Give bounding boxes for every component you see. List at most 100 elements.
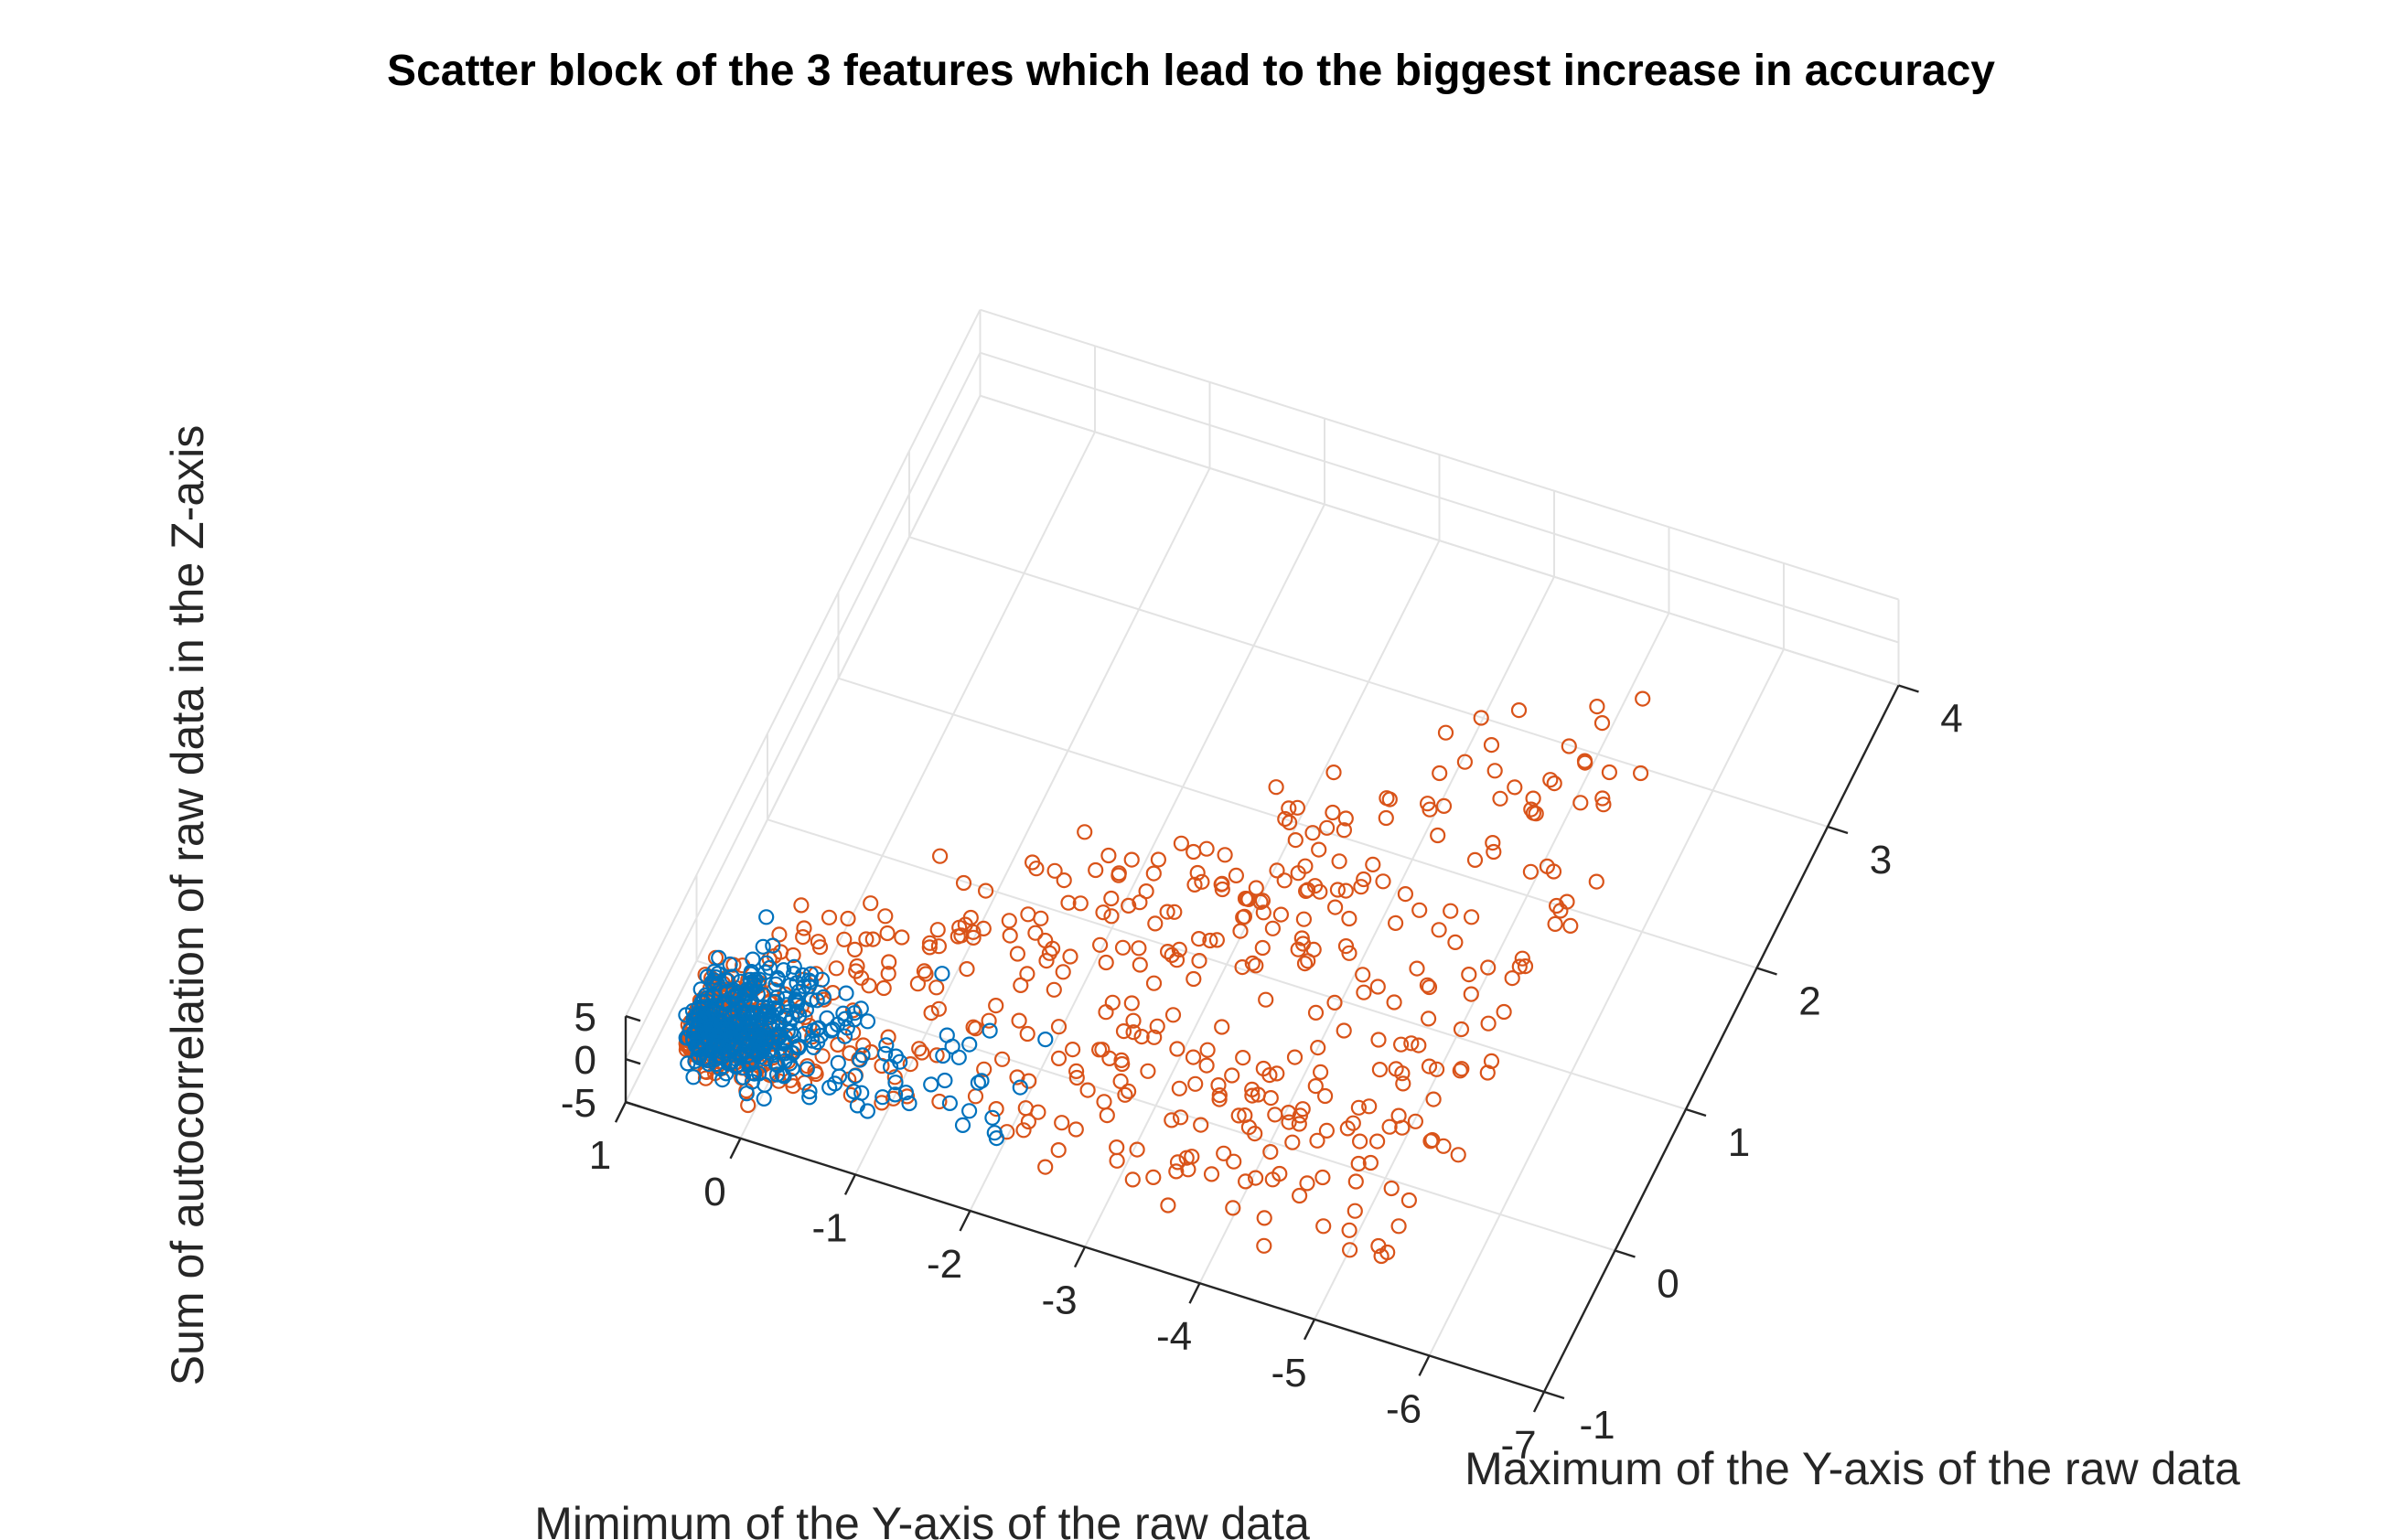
series-class-2-points <box>678 909 1054 1147</box>
scatter-point <box>694 1011 712 1028</box>
scatter-point <box>1064 1041 1081 1058</box>
scatter-point <box>1336 1022 1352 1039</box>
scatter-point <box>914 1044 930 1061</box>
x-tick-mark <box>843 1173 857 1195</box>
scatter-point <box>965 924 982 940</box>
scatter-point <box>1326 899 1344 915</box>
scatter-point <box>1027 925 1044 941</box>
scatter-point <box>1216 1145 1232 1161</box>
scatter-point <box>976 1061 992 1077</box>
scatter-point <box>691 1049 708 1066</box>
scatter-point <box>1234 958 1250 976</box>
scatter-point <box>678 1030 694 1046</box>
scatter-point <box>1248 880 1264 896</box>
scatter-point <box>1129 1141 1145 1158</box>
scatter-point <box>854 1047 871 1064</box>
scatter-point <box>1295 911 1313 927</box>
scatter-point <box>1037 1159 1054 1175</box>
scatter-point <box>1002 927 1018 944</box>
scatter-point <box>1046 981 1062 998</box>
scatter-point <box>982 1022 998 1039</box>
scatter-point <box>1054 1115 1070 1131</box>
scatter-point <box>709 975 726 992</box>
scatter-point <box>1258 991 1274 1008</box>
scatter-point <box>1394 1119 1411 1136</box>
scatter-point <box>1140 1063 1156 1079</box>
scatter-point <box>1325 804 1341 821</box>
scatter-point <box>1420 1011 1437 1027</box>
scatter-point <box>738 1085 755 1102</box>
scatter-point <box>1019 1025 1035 1043</box>
scatter-point <box>1224 1067 1240 1084</box>
scatter-point <box>1331 853 1347 870</box>
scatter-point <box>1314 1169 1331 1186</box>
scatter-point <box>911 1041 928 1057</box>
scatter-point <box>1104 994 1121 1011</box>
scatter-point <box>1562 917 1579 935</box>
scatter-point <box>1356 984 1372 1000</box>
scatter-point <box>786 958 802 975</box>
grid-line <box>625 309 982 1017</box>
grid-line <box>969 504 1325 1212</box>
scatter-point <box>1492 790 1508 807</box>
scatter-point <box>1289 799 1306 816</box>
scatter-point <box>1281 800 1297 817</box>
scatter-point <box>1430 827 1446 844</box>
scatter-point <box>1186 843 1202 861</box>
scatter-point <box>761 1017 778 1034</box>
scatter-point <box>1369 979 1386 995</box>
y-tick-label: 4 <box>1940 697 1962 742</box>
scatter-point <box>880 1029 896 1045</box>
series-class-1-points <box>678 690 1651 1265</box>
scatter-point <box>808 1065 824 1083</box>
scatter-point <box>921 939 938 956</box>
scatter-point <box>1230 1107 1247 1124</box>
scatter-point <box>886 1086 904 1103</box>
scatter-point <box>1186 876 1203 893</box>
scatter-point <box>1305 941 1322 958</box>
scatter-point <box>828 960 844 977</box>
y-tick-mark <box>1756 967 1777 976</box>
scatter-point <box>1114 1055 1131 1073</box>
scatter-point <box>1226 1153 1242 1170</box>
scatter-point <box>1193 1117 1209 1133</box>
scatter-point <box>1100 847 1117 864</box>
scatter-point <box>735 1069 752 1085</box>
scatter-point <box>788 993 804 1010</box>
x-tick-mark <box>1073 1246 1087 1268</box>
scatter-point <box>988 997 1004 1014</box>
scatter-point <box>1123 851 1140 868</box>
scatter-point <box>1548 897 1565 914</box>
x-tick-label: -1 <box>811 1205 847 1250</box>
x-tick-label: 1 <box>589 1133 611 1178</box>
scatter-point <box>1326 994 1343 1011</box>
scatter-point <box>1546 775 1562 792</box>
scatter-point <box>1341 1222 1357 1238</box>
scatter-point <box>1028 861 1045 877</box>
scatter-point <box>1454 1061 1470 1077</box>
scatter-point <box>767 976 784 992</box>
x-tick-mark <box>729 1138 742 1160</box>
scatter-point <box>973 1073 990 1089</box>
scatter-point <box>777 1045 794 1062</box>
scatter-point <box>984 1109 1001 1126</box>
scatter-point <box>931 1093 948 1110</box>
scatter-point <box>1150 851 1167 868</box>
scatter-point <box>1514 950 1530 967</box>
scatter-point <box>765 937 781 954</box>
scatter-point <box>1254 893 1271 909</box>
x-tick-mark <box>1418 1354 1431 1376</box>
scatter-point <box>1453 1021 1470 1038</box>
scatter-point <box>796 920 812 936</box>
scatter-point <box>1068 1063 1085 1080</box>
scatter-point <box>1594 790 1611 807</box>
scatter-point <box>1588 873 1604 890</box>
scatter-point <box>795 928 811 946</box>
scatter-point <box>930 938 948 955</box>
scatter-point <box>1264 1171 1281 1188</box>
scatter-point <box>1425 1091 1442 1107</box>
scatter-point <box>740 1096 756 1114</box>
scatter-point <box>836 931 853 947</box>
scatter-point <box>877 908 894 925</box>
scatter-point <box>1386 994 1402 1011</box>
